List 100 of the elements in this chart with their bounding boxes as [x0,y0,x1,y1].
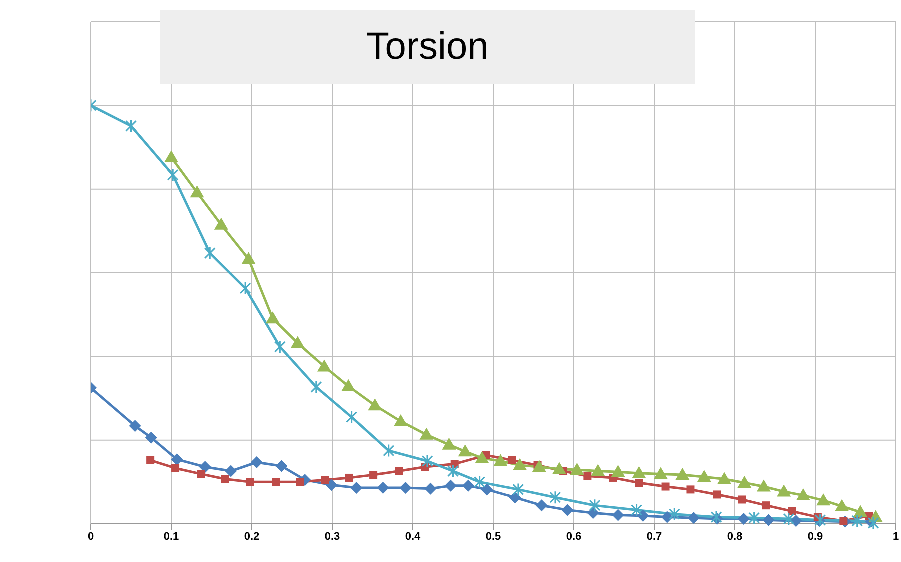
point [584,472,592,480]
point [796,488,810,501]
point [276,460,288,472]
point [197,470,206,478]
point [420,428,434,440]
point [686,486,695,494]
point [713,490,722,499]
point [167,168,179,182]
point [266,312,280,324]
point [342,379,356,392]
point [346,410,358,424]
point [738,512,750,525]
point [350,482,363,494]
point [854,505,868,518]
point [368,398,382,411]
point [326,479,338,492]
x-tick-label: 0.9 [808,530,824,543]
point [458,444,472,457]
point [536,500,548,512]
x-tick-label: 0.6 [566,530,582,543]
point [835,499,850,512]
point [481,484,494,496]
point [550,490,562,504]
point [448,464,459,478]
point [240,282,252,296]
point [756,480,771,492]
point [612,509,624,522]
point [250,456,263,469]
point [748,511,760,525]
point [204,246,216,260]
point [570,463,584,476]
point [474,475,486,489]
point [738,496,746,504]
point [462,480,475,492]
point [242,252,256,264]
point [668,508,680,522]
point [321,476,330,484]
x-tick-label: 0.4 [405,530,422,543]
point [272,478,280,486]
x-tick-label: 0.7 [646,530,662,543]
point [190,186,204,198]
point [762,502,770,510]
point [146,456,155,464]
point [442,438,456,450]
point [635,479,644,488]
point [762,514,775,526]
point [164,150,178,163]
point [145,432,158,444]
x-tick-label: 0.1 [164,530,180,543]
x-tick-label: 1 [892,530,900,543]
point [513,458,528,470]
point [129,420,142,432]
point [475,451,490,464]
point [591,464,606,476]
point [370,471,378,480]
point [126,119,137,133]
point [512,482,524,496]
point [290,336,305,348]
chart-title: Torsion [366,26,489,68]
point [632,466,646,478]
point [296,478,304,486]
x-tick-label: 0.5 [486,530,502,543]
point [662,482,670,491]
point [697,470,712,482]
point [777,484,792,497]
point [395,467,404,476]
point [508,456,516,464]
point [310,380,322,394]
point [509,492,522,504]
point [637,510,650,522]
point [562,504,574,516]
point [317,360,332,372]
point [377,482,390,494]
point [246,478,254,486]
point [345,474,354,482]
x-tick-label: 0.2 [244,530,260,543]
point [661,511,674,524]
point [654,467,668,480]
point [631,503,643,517]
point [394,414,408,427]
x-tick-label: 0.8 [727,530,743,543]
point [214,218,228,230]
point [172,464,180,472]
point [225,465,238,478]
point [611,465,626,478]
point [589,498,601,512]
point [400,482,412,494]
point [422,454,434,468]
point [444,480,457,492]
point [816,494,831,506]
point [424,482,437,495]
point [383,444,395,458]
point [221,475,230,484]
point [688,512,700,524]
point [852,514,864,528]
point [199,461,212,474]
x-tick-label: 0.3 [324,530,340,543]
point [532,460,546,472]
point [274,340,286,354]
x-tick-label: 0 [88,530,94,543]
